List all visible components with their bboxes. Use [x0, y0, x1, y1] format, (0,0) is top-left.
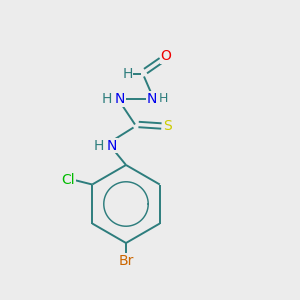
Text: H: H — [94, 139, 104, 152]
Text: H: H — [122, 67, 133, 80]
Text: Cl: Cl — [61, 173, 75, 187]
Text: H: H — [102, 92, 112, 106]
Text: N: N — [107, 139, 117, 152]
Text: N: N — [147, 92, 157, 106]
Text: H: H — [159, 92, 168, 106]
Text: N: N — [115, 92, 125, 106]
Text: S: S — [163, 119, 172, 133]
Text: Br: Br — [118, 254, 134, 268]
Text: O: O — [160, 49, 171, 63]
